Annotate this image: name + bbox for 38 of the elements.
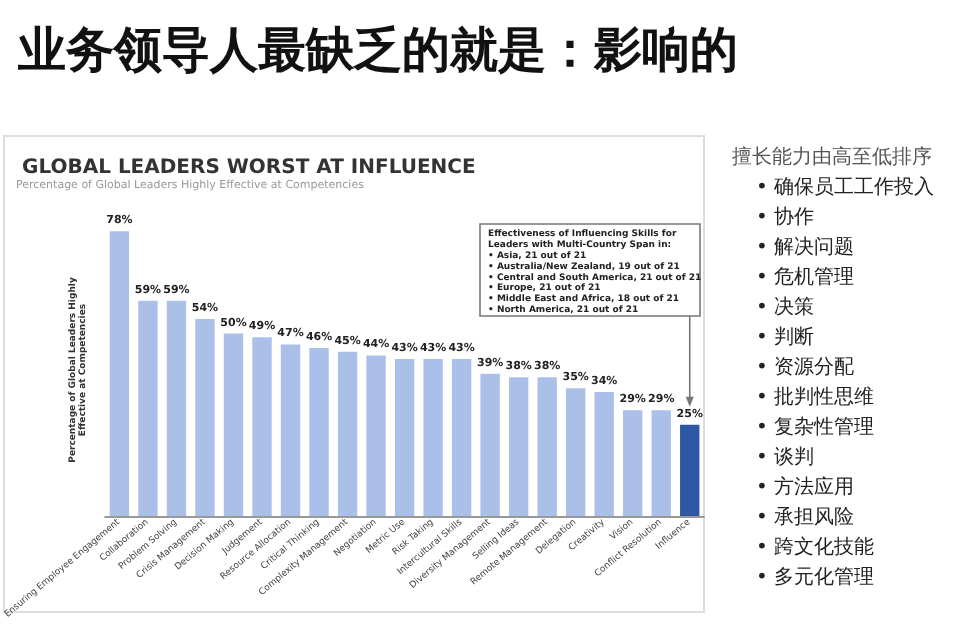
text: • 协作 — [756, 205, 815, 229]
text: • 解决问题 — [756, 235, 855, 259]
bar — [394, 359, 415, 516]
bar — [565, 388, 586, 516]
bar — [166, 300, 187, 516]
bar — [337, 351, 358, 516]
text: • 危机管理 — [756, 265, 855, 289]
bar — [480, 373, 500, 516]
text: • 确保员工工作投入 — [756, 175, 935, 199]
bar — [451, 359, 472, 516]
text: • 批判性思维 — [756, 385, 875, 409]
text: • 决策 — [756, 295, 815, 319]
text: • 承担风险 — [756, 505, 855, 529]
bar — [594, 391, 614, 516]
bar — [623, 410, 643, 516]
bar — [423, 359, 443, 516]
bar — [280, 344, 301, 516]
text: • 方法应用 — [756, 475, 855, 499]
text: 擅长能力由高至低排序 — [732, 145, 932, 169]
bar — [309, 348, 329, 516]
bar — [138, 300, 158, 516]
text: • 谈判 — [756, 445, 815, 469]
text: • 判断 — [756, 325, 815, 349]
chart-title: 业务领导人最缺乏的就是：影响的 — [16, 22, 738, 78]
text: • 多元化管理 — [756, 565, 875, 589]
bar — [508, 377, 529, 516]
text: • 资源分配 — [756, 355, 855, 379]
bar — [109, 231, 130, 516]
bar — [537, 377, 557, 516]
bar — [366, 355, 386, 516]
text: • 跨文化技能 — [756, 535, 875, 559]
text: • 复杂性管理 — [756, 415, 875, 439]
bar — [223, 333, 244, 516]
bar — [195, 318, 215, 516]
chart-subtitle: GLOBAL LEADERS WORST AT INFLUENCE — [22, 157, 476, 179]
bar — [680, 424, 700, 516]
bar — [651, 410, 671, 516]
bar — [252, 337, 272, 516]
